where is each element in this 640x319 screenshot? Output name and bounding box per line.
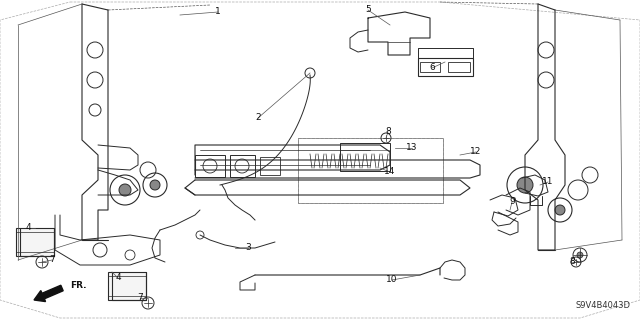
- Text: 8: 8: [569, 257, 575, 266]
- Bar: [298, 138, 443, 203]
- Circle shape: [150, 180, 160, 190]
- Text: 12: 12: [470, 147, 482, 157]
- Text: 14: 14: [384, 167, 396, 176]
- Circle shape: [555, 205, 565, 215]
- Bar: [340, 143, 390, 171]
- Circle shape: [577, 252, 583, 258]
- Bar: [195, 155, 225, 177]
- Text: 3: 3: [245, 243, 251, 253]
- Text: 2: 2: [255, 114, 261, 122]
- Text: 7: 7: [137, 293, 143, 302]
- Text: 1: 1: [215, 8, 221, 17]
- Bar: [298, 138, 443, 203]
- Text: 7: 7: [49, 256, 55, 264]
- FancyArrow shape: [34, 285, 63, 301]
- Text: 13: 13: [406, 144, 418, 152]
- Text: S9V4B4043D: S9V4B4043D: [575, 301, 630, 310]
- Bar: [230, 155, 255, 177]
- Bar: [418, 58, 473, 76]
- Text: 6: 6: [429, 63, 435, 72]
- Text: 9: 9: [509, 197, 515, 206]
- Bar: [108, 272, 146, 300]
- Bar: [260, 157, 280, 175]
- Text: 5: 5: [365, 5, 371, 14]
- Text: 4: 4: [115, 273, 121, 283]
- Text: 4: 4: [25, 224, 31, 233]
- Circle shape: [517, 177, 533, 193]
- Text: 8: 8: [385, 128, 391, 137]
- Text: FR.: FR.: [70, 281, 86, 291]
- Bar: [420, 62, 440, 72]
- Bar: [16, 228, 54, 256]
- Text: 10: 10: [387, 276, 397, 285]
- Circle shape: [119, 184, 131, 196]
- Bar: [448, 62, 470, 72]
- Text: 11: 11: [542, 177, 554, 187]
